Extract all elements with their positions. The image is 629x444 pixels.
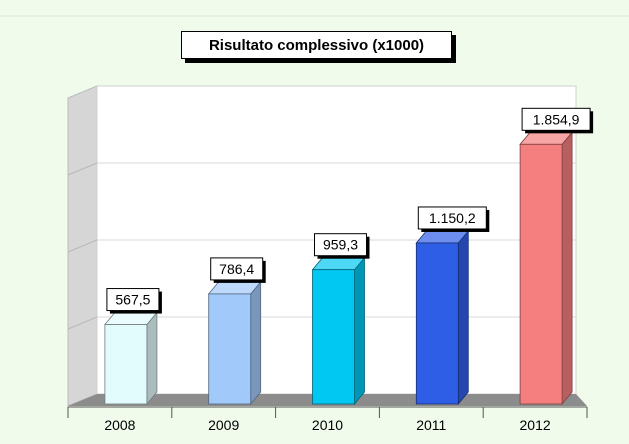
data-label-box — [417, 206, 487, 230]
x-tick-label: 2012 — [520, 417, 551, 433]
bar-front — [519, 143, 563, 405]
bar-2012: 1.854,9 — [519, 107, 594, 406]
bar-2011: 1.150,2 — [415, 206, 490, 406]
data-label-box — [521, 107, 591, 131]
data-label: 567,5 — [115, 292, 150, 308]
x-tick-label: 2010 — [312, 417, 343, 433]
x-tick-label: 2009 — [208, 417, 239, 433]
bar-2008: 567,5 — [104, 288, 162, 406]
chart-title: Risultato complessivo (x1000) — [181, 31, 452, 59]
bar-front — [312, 269, 355, 405]
bar-front — [208, 293, 252, 405]
data-label-box — [210, 257, 264, 281]
bar-side — [250, 280, 262, 406]
bar-2009: 786,4 — [207, 257, 266, 406]
side-gridline — [67, 316, 98, 330]
data-label: 1.150,2 — [429, 210, 476, 226]
bar-side — [457, 229, 469, 406]
bar-side — [146, 311, 158, 406]
data-label-box — [106, 288, 160, 312]
bar-side — [354, 256, 365, 406]
side-gridline — [67, 162, 98, 176]
data-label-box — [314, 233, 367, 257]
x-tick-label: 2011 — [416, 417, 446, 433]
data-label: 1.854,9 — [533, 111, 580, 127]
bar-front — [415, 242, 459, 405]
side-gridline — [67, 239, 98, 253]
bar-side — [561, 131, 573, 406]
data-label: 959,3 — [323, 237, 358, 253]
bar-front — [104, 324, 148, 405]
x-tick-label: 2008 — [104, 417, 135, 433]
data-label: 786,4 — [219, 261, 254, 277]
bar-2010: 959,3 — [311, 233, 370, 406]
